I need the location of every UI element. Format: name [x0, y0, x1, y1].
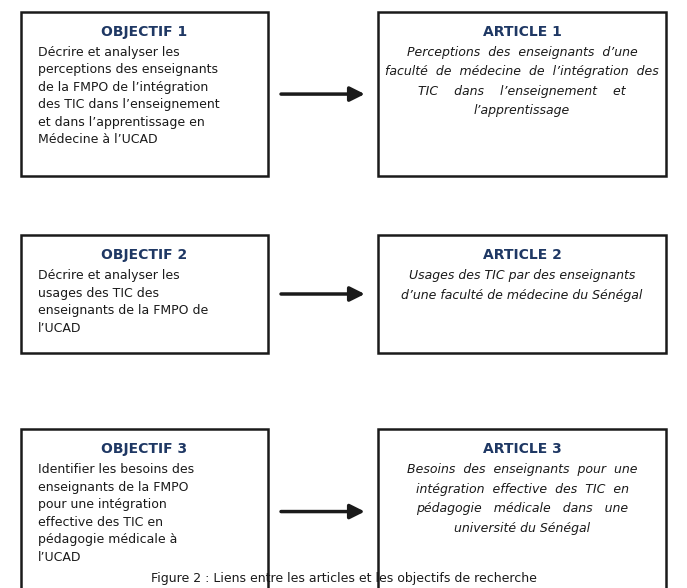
Text: Décrire et analyser les
usages des TIC des
enseignants de la FMPO de
l’UCAD: Décrire et analyser les usages des TIC d…	[38, 269, 208, 335]
Text: Usages des TIC par des enseignants
d’une faculté de médecine du Sénégal: Usages des TIC par des enseignants d’une…	[401, 269, 643, 302]
Bar	[378, 429, 666, 588]
Text: Identifier les besoins des
enseignants de la FMPO
pour une intégration
effective: Identifier les besoins des enseignants d…	[38, 463, 194, 564]
Text: Décrire et analyser les
perceptions des enseignants
de la FMPO de l’intégration
: Décrire et analyser les perceptions des …	[38, 46, 219, 146]
Bar	[378, 12, 666, 176]
Text: OBJECTIF 2: OBJECTIF 2	[101, 248, 188, 262]
Bar	[21, 12, 268, 176]
Text: ARTICLE 3: ARTICLE 3	[483, 442, 561, 456]
Bar	[378, 235, 666, 353]
Text: Perceptions  des  enseignants  d’une
faculté  de  médecine  de  l’intégration  d: Perceptions des enseignants d’une facult…	[385, 46, 659, 118]
Bar	[21, 429, 268, 588]
Text: Besoins  des  enseignants  pour  une
intégration  effective  des  TIC  en
pédago: Besoins des enseignants pour une intégra…	[407, 463, 638, 535]
Text: Figure 2 : Liens entre les articles et les objectifs de recherche: Figure 2 : Liens entre les articles et l…	[150, 572, 537, 585]
Text: OBJECTIF 3: OBJECTIF 3	[101, 442, 188, 456]
Bar	[21, 235, 268, 353]
Text: OBJECTIF 1: OBJECTIF 1	[101, 25, 188, 39]
Text: ARTICLE 2: ARTICLE 2	[483, 248, 561, 262]
Text: ARTICLE 1: ARTICLE 1	[483, 25, 561, 39]
